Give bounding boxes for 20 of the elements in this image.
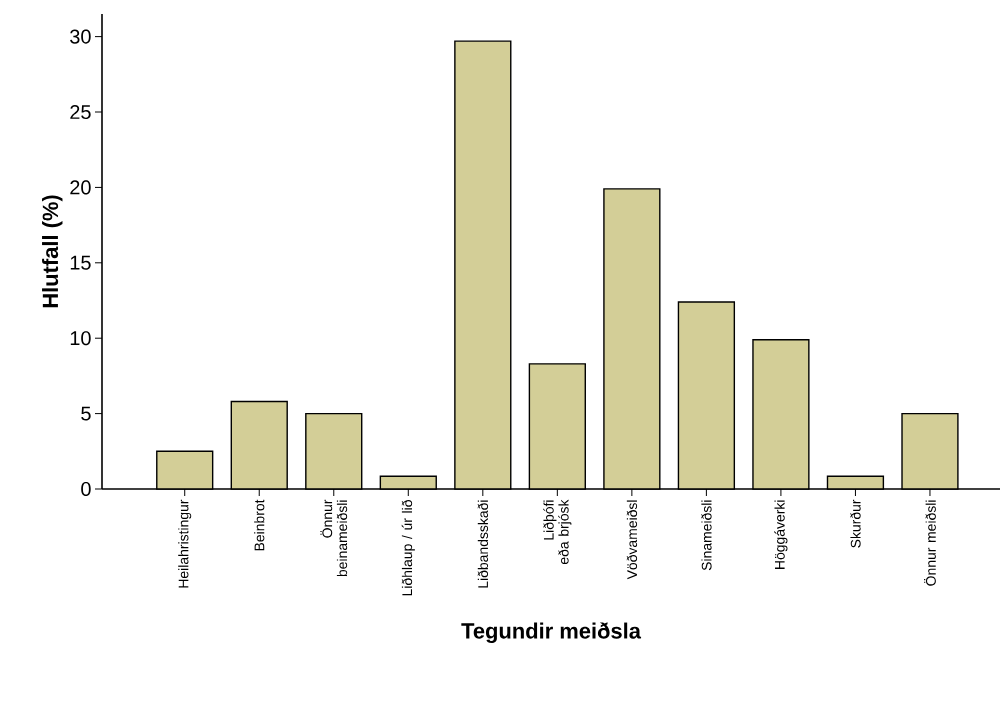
x-tick-label: Skurður [850, 499, 861, 548]
x-tick-label: Liðþófi eða brjósk [543, 499, 572, 565]
x-tick-label: Liðhlaup / úr lið [401, 500, 415, 596]
y-tick-label: 10 [70, 331, 91, 346]
x-tick-label: Beinbrot [254, 499, 265, 551]
y-tick-label: 15 [70, 255, 91, 270]
x-tick-label: Vöðvameiðsl [626, 500, 638, 580]
x-tick-label: Heilahristingur [178, 499, 192, 588]
y-tick-label: 30 [70, 29, 91, 44]
x-tick-label: Önnur meiðsli [924, 500, 936, 586]
y-axis-title: Hlutfall (%) [42, 195, 63, 308]
y-tick-label: 25 [70, 104, 91, 120]
y-tick-label: 5 [81, 406, 91, 421]
x-axis-title: Tegundir meiðsla [461, 622, 642, 644]
x-tick-label: Önnur beinameiðsli [320, 499, 348, 577]
x-tick-label: Sinameiðsli [701, 500, 712, 571]
x-tick-label: Höggáverki [774, 500, 788, 569]
x-tick-label: Liðbandsskaði [477, 500, 489, 588]
y-tick-label: 0 [81, 481, 91, 497]
y-tick-label: 20 [70, 180, 91, 195]
